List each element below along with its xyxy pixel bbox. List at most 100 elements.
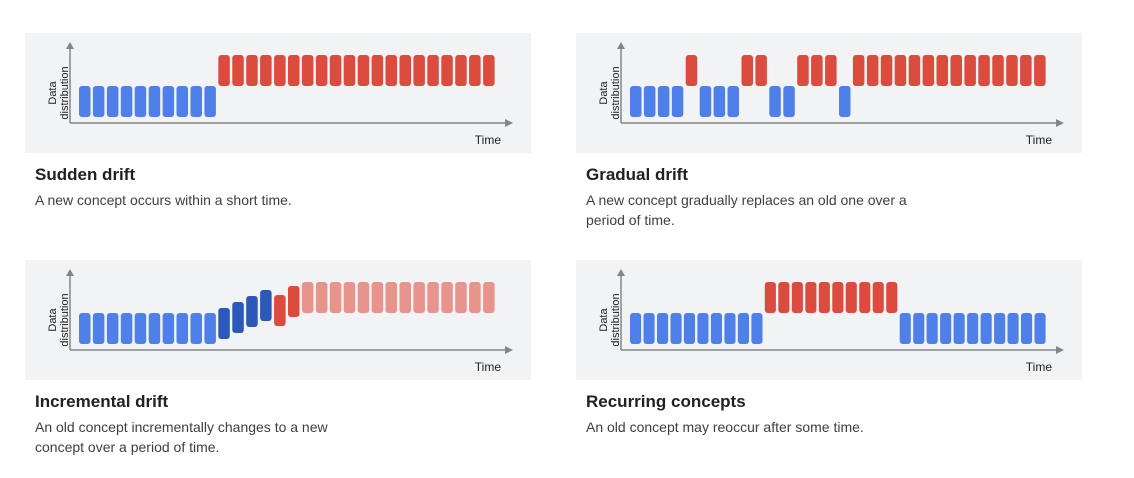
- x-axis-label: Time: [474, 133, 501, 147]
- new-concept-block: [764, 282, 776, 313]
- x-axis-arrow-icon: [1056, 346, 1064, 354]
- old-concept-block: [783, 86, 795, 117]
- old-concept-block: [769, 86, 781, 117]
- new-concept-block: [755, 55, 767, 86]
- plot-area: Data distribution Time: [25, 260, 531, 380]
- panel-title: Recurring concepts: [586, 392, 746, 411]
- old-concept-block: [1021, 313, 1033, 344]
- old-concept-block: [162, 86, 175, 117]
- y-axis-label: Data distribution: [47, 293, 71, 347]
- gradual-drift-chart: [617, 42, 1064, 127]
- new-concept-block: [301, 55, 314, 86]
- x-axis-label: Time: [474, 360, 501, 374]
- old-concept-block: [994, 313, 1006, 344]
- new-concept-block: [329, 55, 342, 86]
- x-axis-label: Time: [1025, 133, 1052, 147]
- new-concept-block: [978, 55, 990, 86]
- new-concept-block: [818, 282, 830, 313]
- panel-title: Incremental drift: [35, 392, 169, 411]
- old-concept-block: [630, 313, 642, 344]
- new-concept-block: [260, 55, 272, 86]
- old-concept-block: [657, 86, 670, 117]
- old-concept-block: [190, 86, 202, 117]
- y-axis-arrow-icon: [617, 269, 625, 276]
- old-concept-block: [106, 86, 119, 117]
- old-concept-block: [204, 86, 216, 117]
- panel-recurring-concepts: Data distribution Time Recurring concept…: [576, 260, 1082, 435]
- panel-sudden-drift: Data distribution Time Sudden drift A ne…: [25, 33, 531, 208]
- old-concept-block: [643, 86, 656, 117]
- x-axis-arrow-icon: [1056, 119, 1064, 127]
- new-concept-faded-block: [441, 282, 453, 313]
- old-concept-block: [162, 313, 175, 344]
- new-concept-block: [872, 282, 884, 313]
- old-concept-block: [134, 313, 147, 344]
- transition-block: [218, 308, 230, 339]
- old-concept-block: [940, 313, 952, 344]
- new-concept-block: [936, 55, 948, 86]
- new-concept-block: [371, 55, 384, 86]
- old-concept-block: [657, 313, 669, 344]
- new-concept-faded-block: [371, 282, 384, 313]
- new-concept-faded-block: [343, 282, 356, 313]
- old-concept-block: [106, 313, 119, 344]
- new-concept-block: [246, 55, 258, 86]
- new-concept-faded-block: [469, 282, 481, 313]
- old-concept-block: [120, 313, 133, 344]
- new-concept-block: [469, 55, 481, 86]
- new-concept-block: [288, 55, 300, 86]
- new-concept-block: [880, 55, 893, 86]
- plot-area: Data distribution Time: [25, 33, 531, 153]
- old-concept-block: [737, 313, 749, 344]
- new-concept-block: [1034, 55, 1046, 86]
- new-concept-block: [866, 55, 879, 86]
- y-axis-arrow-icon: [617, 42, 625, 49]
- new-concept-block: [964, 55, 976, 86]
- transition-block: [246, 296, 258, 327]
- new-concept-faded-block: [399, 282, 411, 313]
- recurring-concepts-chart: [617, 269, 1064, 354]
- old-concept-block: [204, 313, 216, 344]
- old-concept-block: [92, 313, 105, 344]
- new-concept-faded-block: [483, 282, 495, 313]
- y-axis-label: Data distribution: [47, 66, 71, 120]
- new-concept-block: [441, 55, 453, 86]
- old-concept-block: [727, 86, 739, 117]
- old-concept-block: [710, 313, 722, 344]
- new-concept-block: [1020, 55, 1032, 86]
- x-axis-label: Time: [1025, 360, 1052, 374]
- new-concept-block: [908, 55, 921, 86]
- panel-title: Gradual drift: [586, 165, 689, 184]
- new-concept-block: [427, 55, 439, 86]
- panel-description: A new concept occurs within a short time…: [35, 192, 292, 208]
- new-concept-block: [218, 55, 230, 86]
- y-axis-arrow-icon: [66, 269, 74, 276]
- new-concept-block: [288, 286, 300, 317]
- new-concept-block: [274, 295, 286, 326]
- new-concept-block: [413, 55, 425, 86]
- distribution-blocks: [79, 282, 495, 344]
- new-concept-block: [922, 55, 935, 86]
- old-concept-block: [134, 86, 147, 117]
- x-axis-arrow-icon: [505, 346, 513, 354]
- new-concept-block: [399, 55, 411, 86]
- plot-area: Data distribution Time: [576, 260, 1082, 380]
- new-concept-block: [315, 55, 328, 86]
- new-concept-block: [832, 282, 844, 313]
- old-concept-block: [670, 313, 682, 344]
- new-concept-block: [685, 55, 698, 86]
- new-concept-block: [886, 282, 898, 313]
- panel-gradual-drift: Data distribution Time Gradual drift A n…: [576, 33, 1082, 228]
- new-concept-faded-block: [427, 282, 439, 313]
- old-concept-block: [913, 313, 925, 344]
- new-concept-block: [483, 55, 495, 86]
- new-concept-block: [791, 282, 803, 313]
- plot-area: Data distribution Time: [576, 33, 1082, 153]
- distribution-blocks: [630, 282, 1046, 344]
- old-concept-block: [953, 313, 965, 344]
- transition-block: [260, 290, 272, 321]
- new-concept-faded-block: [301, 282, 314, 313]
- new-concept-faded-block: [357, 282, 370, 313]
- x-axis-arrow-icon: [505, 119, 513, 127]
- old-concept-block: [643, 313, 655, 344]
